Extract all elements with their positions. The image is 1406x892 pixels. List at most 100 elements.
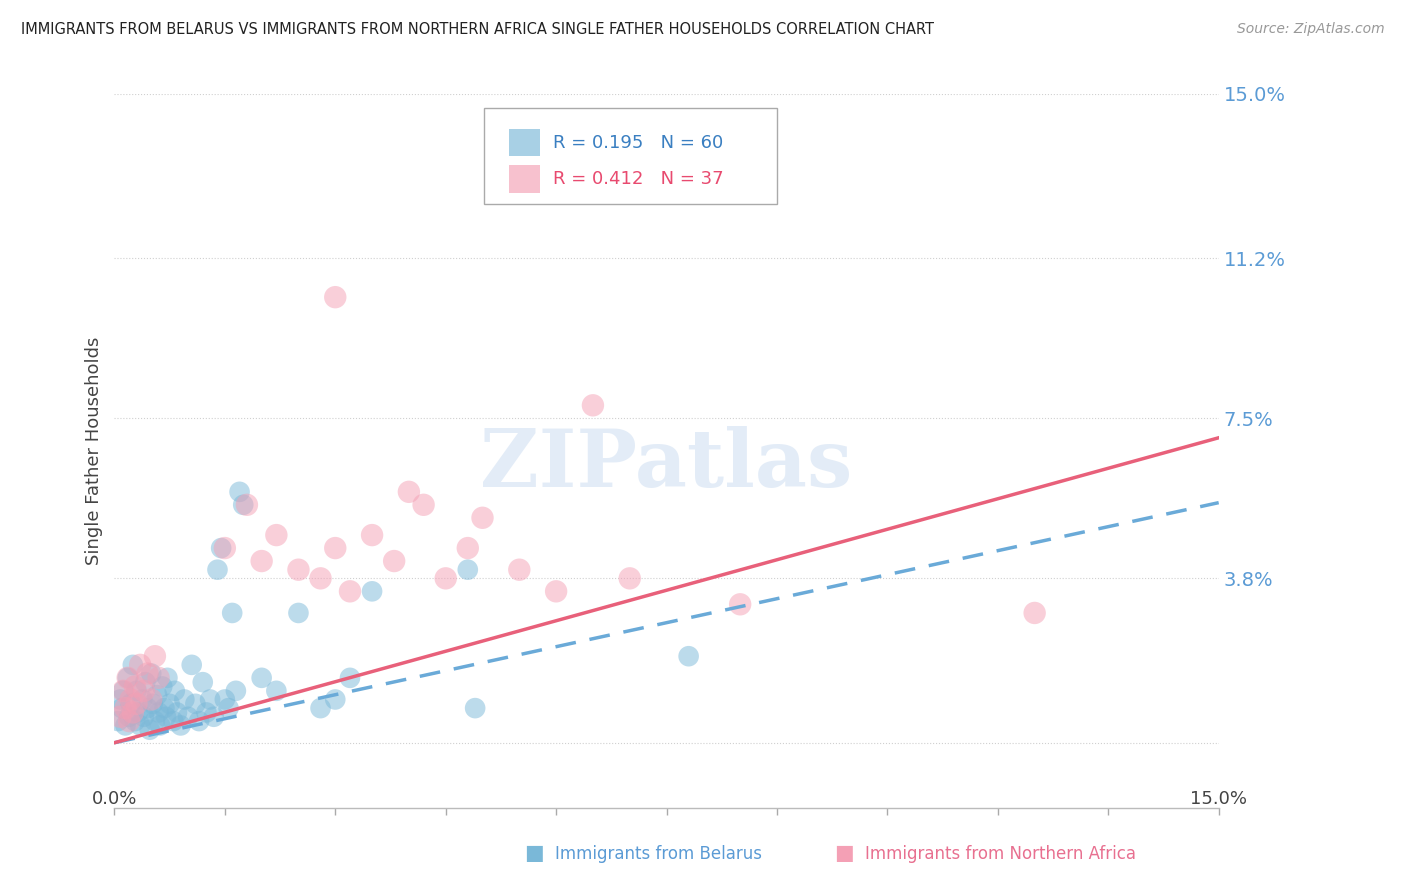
Point <box>114 718 136 732</box>
Text: ■: ■ <box>524 843 544 863</box>
Point <box>112 683 135 698</box>
Point <box>225 683 247 698</box>
Point <box>309 701 332 715</box>
Point <box>141 666 163 681</box>
Point <box>323 290 346 304</box>
Point <box>127 706 149 720</box>
Point <box>132 710 155 724</box>
Point <box>124 680 146 694</box>
Point <box>202 710 225 724</box>
Y-axis label: Single Father Households: Single Father Households <box>86 336 103 565</box>
Point <box>110 692 132 706</box>
Point <box>323 541 346 555</box>
Point <box>398 484 420 499</box>
Point <box>149 718 172 732</box>
Text: R = 0.412   N = 37: R = 0.412 N = 37 <box>553 170 724 188</box>
Point <box>117 671 139 685</box>
Point <box>339 584 361 599</box>
Point <box>207 563 229 577</box>
Point <box>136 701 159 715</box>
Point <box>120 692 142 706</box>
Point <box>195 706 218 720</box>
Point <box>508 563 530 577</box>
Point <box>250 671 273 685</box>
Point <box>125 697 148 711</box>
Point <box>141 692 163 706</box>
Point <box>153 701 176 715</box>
Point <box>412 498 434 512</box>
Text: 0.0%: 0.0% <box>91 790 138 808</box>
Point <box>143 649 166 664</box>
Point <box>142 697 165 711</box>
Point <box>177 710 200 724</box>
Point <box>188 714 211 728</box>
Point <box>143 714 166 728</box>
Point <box>162 714 184 728</box>
Point <box>266 683 288 698</box>
Point <box>118 714 141 728</box>
Point <box>156 671 179 685</box>
Text: Immigrants from Northern Africa: Immigrants from Northern Africa <box>865 845 1136 863</box>
Point <box>112 683 135 698</box>
Point <box>361 528 384 542</box>
Point <box>124 714 146 728</box>
Point <box>159 697 181 711</box>
Point <box>214 541 236 555</box>
Point <box>139 723 162 737</box>
Point <box>457 541 479 555</box>
Point <box>434 571 457 585</box>
Text: ZIPatlas: ZIPatlas <box>481 426 852 504</box>
Point <box>221 606 243 620</box>
Point <box>287 563 309 577</box>
Point <box>125 683 148 698</box>
Point <box>114 701 136 715</box>
Text: Source: ZipAtlas.com: Source: ZipAtlas.com <box>1237 22 1385 37</box>
Point <box>132 683 155 698</box>
Point <box>191 675 214 690</box>
Point <box>728 597 751 611</box>
Point <box>1024 606 1046 620</box>
Point <box>166 706 188 720</box>
Point <box>309 571 332 585</box>
Bar <box>509 165 540 193</box>
Point <box>619 571 641 585</box>
Point <box>146 688 169 702</box>
Point <box>250 554 273 568</box>
Point <box>134 675 156 690</box>
Bar <box>509 129 540 156</box>
Text: IMMIGRANTS FROM BELARUS VS IMMIGRANTS FROM NORTHERN AFRICA SINGLE FATHER HOUSEHO: IMMIGRANTS FROM BELARUS VS IMMIGRANTS FR… <box>21 22 934 37</box>
Point <box>361 584 384 599</box>
Point <box>148 671 170 685</box>
Text: ■: ■ <box>834 843 853 863</box>
FancyBboxPatch shape <box>484 108 778 204</box>
Point <box>121 706 143 720</box>
Text: 15.0%: 15.0% <box>1191 790 1247 808</box>
Point <box>129 718 152 732</box>
Point <box>120 697 142 711</box>
Point <box>214 692 236 706</box>
Point <box>228 484 250 499</box>
Point <box>180 657 202 672</box>
Point <box>117 671 139 685</box>
Point <box>287 606 309 620</box>
Point <box>471 510 494 524</box>
Point <box>150 680 173 694</box>
Point <box>218 701 240 715</box>
Point <box>457 563 479 577</box>
Point <box>118 710 141 724</box>
Point <box>110 710 132 724</box>
Point <box>129 657 152 672</box>
Point <box>131 692 153 706</box>
Point <box>184 697 207 711</box>
Point <box>155 710 177 724</box>
Point <box>169 718 191 732</box>
Point <box>339 671 361 685</box>
Point <box>464 701 486 715</box>
Point <box>323 692 346 706</box>
Point <box>382 554 405 568</box>
Text: R = 0.195   N = 60: R = 0.195 N = 60 <box>553 134 723 152</box>
Point <box>266 528 288 542</box>
Point <box>121 657 143 672</box>
Text: Immigrants from Belarus: Immigrants from Belarus <box>555 845 762 863</box>
Point <box>232 498 254 512</box>
